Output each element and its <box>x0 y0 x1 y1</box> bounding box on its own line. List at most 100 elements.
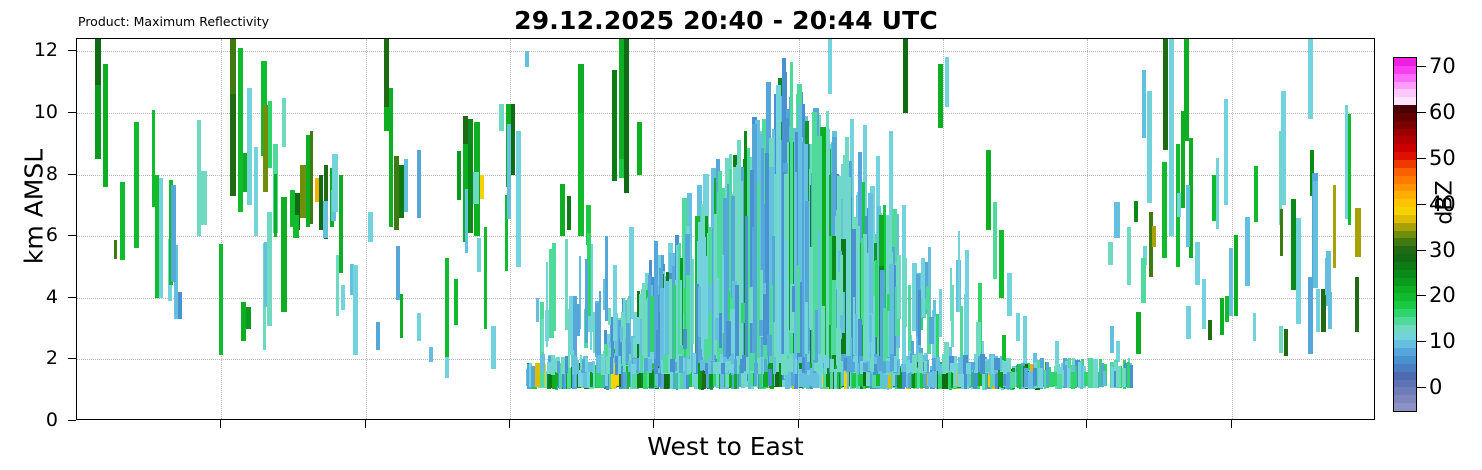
reflectivity-column-segment <box>754 363 759 374</box>
reflectivity-column-segment <box>552 242 557 332</box>
reflectivity-column-segment <box>999 230 1005 298</box>
reflectivity-column-segment <box>730 309 736 376</box>
reflectivity-column-segment <box>692 368 698 387</box>
reflectivity-column-segment <box>927 372 932 387</box>
reflectivity-column-segment <box>711 367 717 387</box>
reflectivity-column-segment <box>290 189 295 227</box>
reflectivity-column-segment <box>665 280 670 372</box>
reflectivity-column-segment <box>1146 91 1152 204</box>
reflectivity-column-segment <box>653 359 658 375</box>
reflectivity-column-segment <box>935 357 940 372</box>
reflectivity-column-segment <box>688 359 692 372</box>
reflectivity-column-segment <box>545 261 549 348</box>
reflectivity-column-segment <box>1183 39 1189 141</box>
reflectivity-data-layer <box>77 39 1374 419</box>
colorbar-tick-label: 10 <box>1429 329 1456 354</box>
reflectivity-column-segment <box>599 372 603 389</box>
reflectivity-column-segment <box>643 371 649 390</box>
reflectivity-column-segment <box>760 269 763 338</box>
reflectivity-column-segment <box>1224 296 1229 323</box>
reflectivity-column-segment <box>842 291 846 334</box>
reflectivity-column-segment <box>774 173 777 368</box>
reflectivity-column-segment <box>835 288 839 337</box>
reflectivity-column-segment <box>477 237 481 272</box>
reflectivity-column-segment <box>616 319 621 379</box>
reflectivity-column-segment <box>1016 364 1021 389</box>
product-label: Product: Maximum Reflectivity <box>78 14 270 29</box>
reflectivity-column-segment <box>318 174 323 230</box>
reflectivity-column-segment <box>752 227 756 382</box>
reflectivity-column-segment <box>1185 306 1191 339</box>
reflectivity-column-segment <box>698 362 702 389</box>
reflectivity-column-segment <box>1181 110 1185 209</box>
reflectivity-column-segment <box>874 366 880 387</box>
colorbar-segment <box>1394 206 1416 215</box>
reflectivity-column-segment <box>970 361 976 371</box>
reflectivity-column-segment <box>399 165 405 218</box>
reflectivity-column-segment <box>819 356 824 375</box>
reflectivity-column-segment <box>784 240 788 319</box>
reflectivity-column-segment <box>535 297 540 323</box>
reflectivity-column-segment <box>609 357 613 375</box>
reflectivity-column-segment <box>546 361 552 375</box>
reflectivity-column-segment <box>467 119 473 234</box>
reflectivity-column-segment <box>833 369 838 390</box>
reflectivity-column-segment <box>976 321 981 366</box>
reflectivity-column-segment <box>792 285 796 312</box>
reflectivity-column-segment <box>673 362 679 371</box>
reflectivity-column-segment <box>1134 200 1138 222</box>
y-axis-tick-labels: 0 2 4 6 8 10 12 <box>0 0 58 470</box>
reflectivity-column-segment <box>666 355 672 375</box>
reflectivity-column-segment <box>400 294 404 338</box>
colorbar-segment <box>1394 230 1416 239</box>
reflectivity-column-segment <box>901 368 906 389</box>
reflectivity-column-segment <box>837 309 840 342</box>
reflectivity-column-segment <box>744 215 748 382</box>
reflectivity-column-segment <box>1075 359 1080 388</box>
reflectivity-column-segment <box>798 104 803 382</box>
reflectivity-column-segment <box>725 321 731 364</box>
reflectivity-column-segment <box>980 353 985 374</box>
colorbar-segment <box>1394 88 1416 98</box>
reflectivity-column-segment <box>309 131 314 224</box>
reflectivity-column-segment <box>338 175 343 274</box>
reflectivity-column-segment <box>1047 367 1051 388</box>
reflectivity-column-segment <box>608 307 611 326</box>
reflectivity-column-segment <box>618 39 625 160</box>
reflectivity-column-segment <box>903 39 908 113</box>
reflectivity-column-segment <box>733 369 738 390</box>
reflectivity-column-segment <box>612 264 618 342</box>
reflectivity-column-segment <box>836 327 841 375</box>
colorbar-tick-mark <box>1417 341 1426 343</box>
colorbar-segment <box>1394 245 1416 255</box>
reflectivity-column-segment <box>877 355 883 371</box>
reflectivity-column-segment <box>622 298 626 379</box>
reflectivity-column-segment <box>981 366 988 390</box>
reflectivity-column-segment <box>992 202 998 280</box>
colorbar <box>1393 57 1417 412</box>
reflectivity-column-segment <box>931 367 938 388</box>
reflectivity-column-segment <box>393 156 400 230</box>
colorbar-segment <box>1394 269 1416 278</box>
reflectivity-column-segment <box>630 363 636 374</box>
colorbar-segment <box>1394 65 1416 74</box>
reflectivity-column-segment <box>916 273 920 337</box>
reflectivity-column-segment <box>577 303 581 337</box>
reflectivity-column-segment <box>862 364 866 387</box>
reflectivity-column-segment <box>539 363 544 372</box>
colorbar-segment <box>1394 167 1416 176</box>
colorbar-segment <box>1394 128 1416 137</box>
colorbar-tick-mark <box>1417 387 1426 389</box>
reflectivity-column-segment <box>698 314 702 377</box>
x-axis-tick-mark <box>509 420 510 428</box>
reflectivity-column-segment <box>926 360 930 373</box>
reflectivity-column-segment <box>683 288 687 365</box>
reflectivity-column-segment <box>845 177 850 382</box>
reflectivity-column-segment <box>1291 198 1297 291</box>
reflectivity-column-segment <box>585 258 589 344</box>
reflectivity-column-segment <box>396 246 400 301</box>
reflectivity-column-segment <box>1162 161 1168 258</box>
reflectivity-column-segment <box>1176 192 1181 218</box>
gridline-horizontal <box>77 112 1374 114</box>
colorbar-segment <box>1394 371 1416 380</box>
